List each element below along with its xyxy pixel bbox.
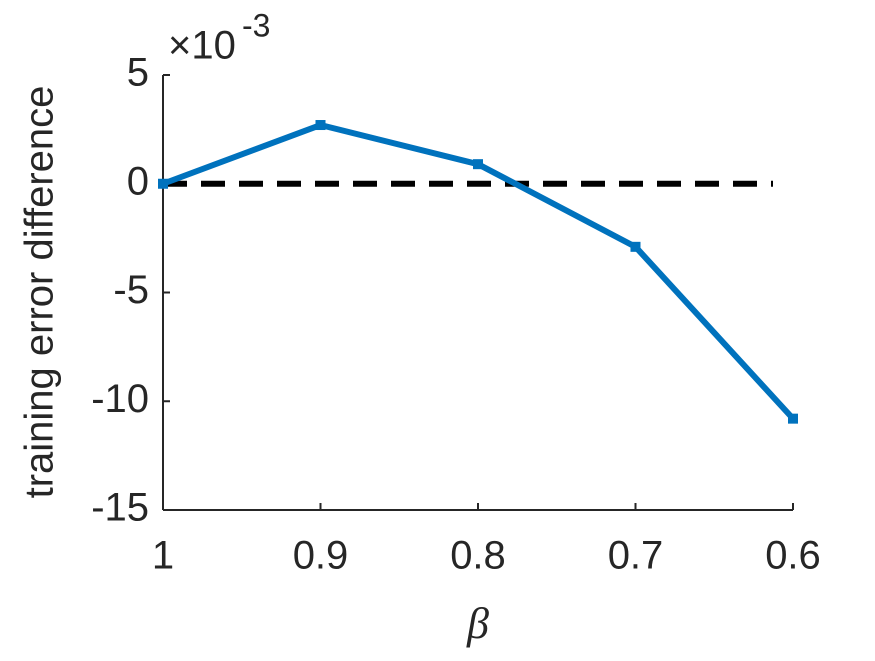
y-exponent-base: ×10 <box>168 24 236 68</box>
y-tick-label: -15 <box>91 486 149 530</box>
data-point <box>473 159 483 170</box>
y-tick-label: 0 <box>127 159 149 203</box>
y-tick-label: -10 <box>91 377 149 421</box>
data-point <box>315 120 326 131</box>
y-tick-label: 5 <box>127 51 149 95</box>
y-tick-label: -5 <box>113 268 149 312</box>
x-tick-label: 1 <box>152 534 174 578</box>
x-tick-label: 0.6 <box>765 534 821 578</box>
x-tick-label: 0.7 <box>608 534 664 578</box>
x-axis-label: β <box>466 599 489 648</box>
data-point <box>788 413 798 424</box>
data-point <box>158 178 168 189</box>
data-point <box>630 241 641 252</box>
x-tick-label: 0.9 <box>293 534 349 578</box>
y-axis-label: training error difference <box>18 86 62 499</box>
x-tick-label: 0.8 <box>450 534 506 578</box>
y-exponent-power: -3 <box>242 7 270 43</box>
